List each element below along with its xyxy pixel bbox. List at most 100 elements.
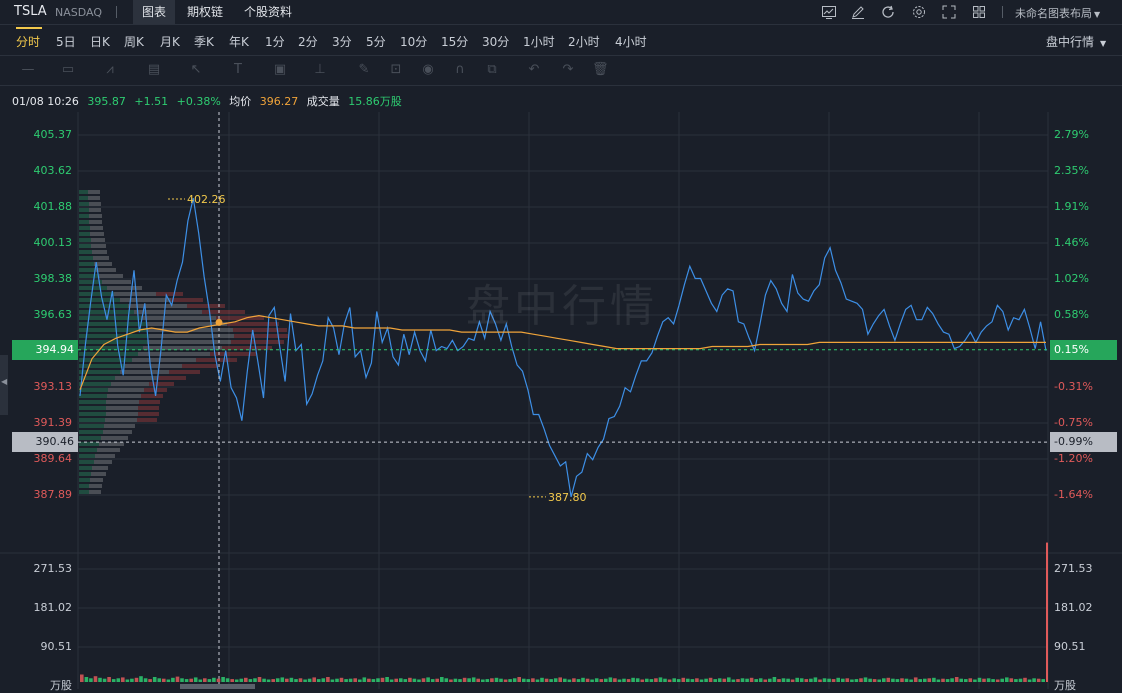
period-16[interactable]: 2小时 (568, 35, 600, 49)
redo-icon[interactable]: ↷ (562, 62, 574, 77)
volume-profile-up (79, 490, 89, 494)
rect-tool-icon[interactable]: ▭ (61, 62, 75, 77)
volume-profile-up (79, 238, 91, 242)
volume-bar (508, 679, 512, 682)
volume-bar (859, 678, 863, 682)
volume-bar (986, 678, 991, 682)
period-10[interactable]: 3分 (332, 35, 352, 49)
volume-bar (239, 678, 244, 682)
volume-bar (558, 677, 562, 682)
refresh-icon[interactable] (880, 4, 896, 20)
period-14[interactable]: 30分 (482, 35, 510, 49)
volume-profile-up (79, 388, 108, 392)
divider (116, 6, 117, 18)
volume-bar (731, 679, 736, 682)
sidebar-collapse-handle[interactable]: ◀ (0, 355, 8, 415)
volume-bar (708, 677, 713, 682)
period-7[interactable]: 年K (229, 35, 249, 49)
period-8[interactable]: 1分 (265, 35, 285, 49)
volume-profile-up (79, 250, 92, 254)
volume-axis-label-right: 90.51 (1054, 640, 1086, 653)
tab-chart[interactable]: 图表 (133, 0, 176, 24)
volume-profile-bar (92, 466, 108, 470)
volume-profile-bar (134, 310, 202, 314)
period-4[interactable]: 周K (124, 35, 144, 49)
volume-bar (130, 678, 134, 682)
volume-profile-up (79, 274, 99, 278)
period-15[interactable]: 1小时 (523, 35, 555, 49)
fib-tool-icon[interactable]: ▤ (147, 62, 161, 77)
layout-dropdown[interactable]: 未命名图表布局 ▼ (1015, 5, 1100, 21)
volume-profile-bar (143, 346, 222, 350)
period-17[interactable]: 4小时 (615, 35, 647, 49)
volume-bar (818, 679, 822, 682)
settings-icon[interactable] (911, 4, 927, 20)
volume-profile-bar (89, 208, 101, 212)
watermark: 盘中行情 (466, 281, 658, 332)
volume-profile-bar (90, 232, 104, 236)
volume-profile-up (79, 190, 88, 194)
symbol-label[interactable]: TSLA (14, 4, 47, 19)
measure-tool-icon[interactable]: ⊥ (314, 62, 326, 77)
brush-icon[interactable]: ✎ (358, 62, 370, 77)
volume-bar (727, 677, 731, 682)
undo-icon[interactable]: ↶ (528, 62, 540, 77)
pattern-tool-icon[interactable]: ⩘ (106, 62, 114, 77)
grid-layout-icon[interactable] (971, 4, 987, 20)
volume-bar (312, 677, 316, 682)
volume-axis-label-right: 181.02 (1054, 601, 1093, 614)
magnet-icon[interactable]: ∩ (455, 62, 465, 77)
volume-bar (950, 678, 954, 682)
volume-bar (900, 678, 904, 682)
volume-bar (877, 679, 881, 682)
arrow-tool-icon[interactable]: ↖ (190, 62, 202, 77)
quote-price: 395.87 (87, 95, 126, 108)
right-axis-label: -0.75% (1054, 416, 1093, 429)
volume-bar (686, 678, 690, 682)
lock-icon[interactable]: ⊡ (390, 62, 402, 77)
volume-bar (371, 679, 376, 682)
tab-options-chain[interactable]: 期权链 (187, 5, 224, 19)
volume-profile-up (79, 256, 93, 260)
volume-profile-down (222, 346, 272, 350)
eye-icon[interactable]: ◉ (422, 62, 434, 77)
volume-bar (654, 678, 658, 682)
edit-icon[interactable] (850, 4, 866, 20)
line-tool-icon[interactable]: — (21, 62, 35, 77)
volume-profile-bar (91, 244, 106, 248)
period-2[interactable]: 5日 (56, 35, 76, 49)
period-5[interactable]: 月K (160, 35, 180, 49)
crosshair-point (215, 318, 223, 326)
volume-bar (412, 678, 417, 682)
volume-bar (535, 679, 540, 682)
period-3[interactable]: 日K (90, 35, 110, 49)
image-tool-icon[interactable]: ▣ (273, 62, 287, 77)
volume-bar (289, 677, 294, 682)
period-11[interactable]: 5分 (366, 35, 386, 49)
left-axis-label: 387.89 (33, 488, 73, 501)
fullscreen-icon[interactable] (941, 4, 957, 20)
right-axis-label: 1.46% (1054, 236, 1089, 249)
volume-bar (503, 679, 508, 682)
period-13[interactable]: 15分 (441, 35, 469, 49)
text-tool-icon[interactable]: T (234, 62, 242, 77)
volume-profile-up (79, 436, 101, 440)
period-1[interactable]: 分时 (16, 35, 41, 49)
chart-type-icon[interactable] (821, 4, 837, 20)
market-mode-dropdown[interactable]: 盘中行情 ▼ (1046, 33, 1106, 50)
period-6[interactable]: 季K (194, 35, 214, 49)
volume-profile-up (79, 310, 134, 314)
volume-bar (280, 677, 285, 682)
volume-profile-bar (92, 250, 107, 254)
volume-bar (316, 679, 321, 682)
volume-profile-up (79, 442, 99, 446)
trash-icon[interactable]: 🗑 (592, 62, 609, 77)
volume-profile-up (79, 292, 114, 296)
volume-profile-up (79, 232, 90, 236)
tab-stock-profile[interactable]: 个股资料 (244, 5, 293, 19)
volume-profile-bar (89, 202, 101, 206)
period-9[interactable]: 2分 (298, 35, 318, 49)
clone-icon[interactable]: ⧉ (487, 62, 497, 77)
period-12[interactable]: 10分 (400, 35, 428, 49)
